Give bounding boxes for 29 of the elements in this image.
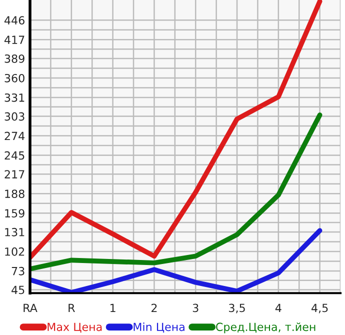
legend-label: Min Цена xyxy=(134,322,184,333)
x-tick-label: 3 xyxy=(192,304,198,312)
y-tick-label: 417 xyxy=(4,36,24,44)
y-tick-label: 360 xyxy=(4,74,24,82)
legend-label: Max Цена xyxy=(48,322,102,333)
y-tick-label: 73 xyxy=(12,266,24,276)
y-tick-label: 303 xyxy=(4,112,24,121)
line-series xyxy=(30,228,322,294)
y-tick-label: 131 xyxy=(5,228,24,236)
x-tick-label: 4,5 xyxy=(312,304,328,314)
y-tick-label: 331 xyxy=(4,93,24,102)
y-tick-label: 446 xyxy=(4,16,24,25)
y-tick-label: 45 xyxy=(12,286,24,294)
y-tick-label: 188 xyxy=(5,190,24,198)
x-tick-label: RA xyxy=(24,304,38,312)
x-tick-label: 2 xyxy=(151,304,157,312)
y-tick-label: 245 xyxy=(4,151,24,160)
y-tick-label: 102 xyxy=(5,247,24,256)
x-tick-label: 1 xyxy=(110,304,116,312)
x-tick-label: 4 xyxy=(275,304,282,312)
x-tick-label: 3,5 xyxy=(229,304,245,314)
line-series xyxy=(30,0,322,260)
y-tick-label: 159 xyxy=(5,209,24,218)
x-tick-label: R xyxy=(68,304,75,312)
y-tick-label: 217 xyxy=(4,170,24,178)
line-series xyxy=(30,112,322,272)
legend-label: Сред.Цена, т.йен xyxy=(216,322,316,334)
y-tick-label: 274 xyxy=(4,132,25,140)
y-tick-label: 389 xyxy=(4,54,24,63)
